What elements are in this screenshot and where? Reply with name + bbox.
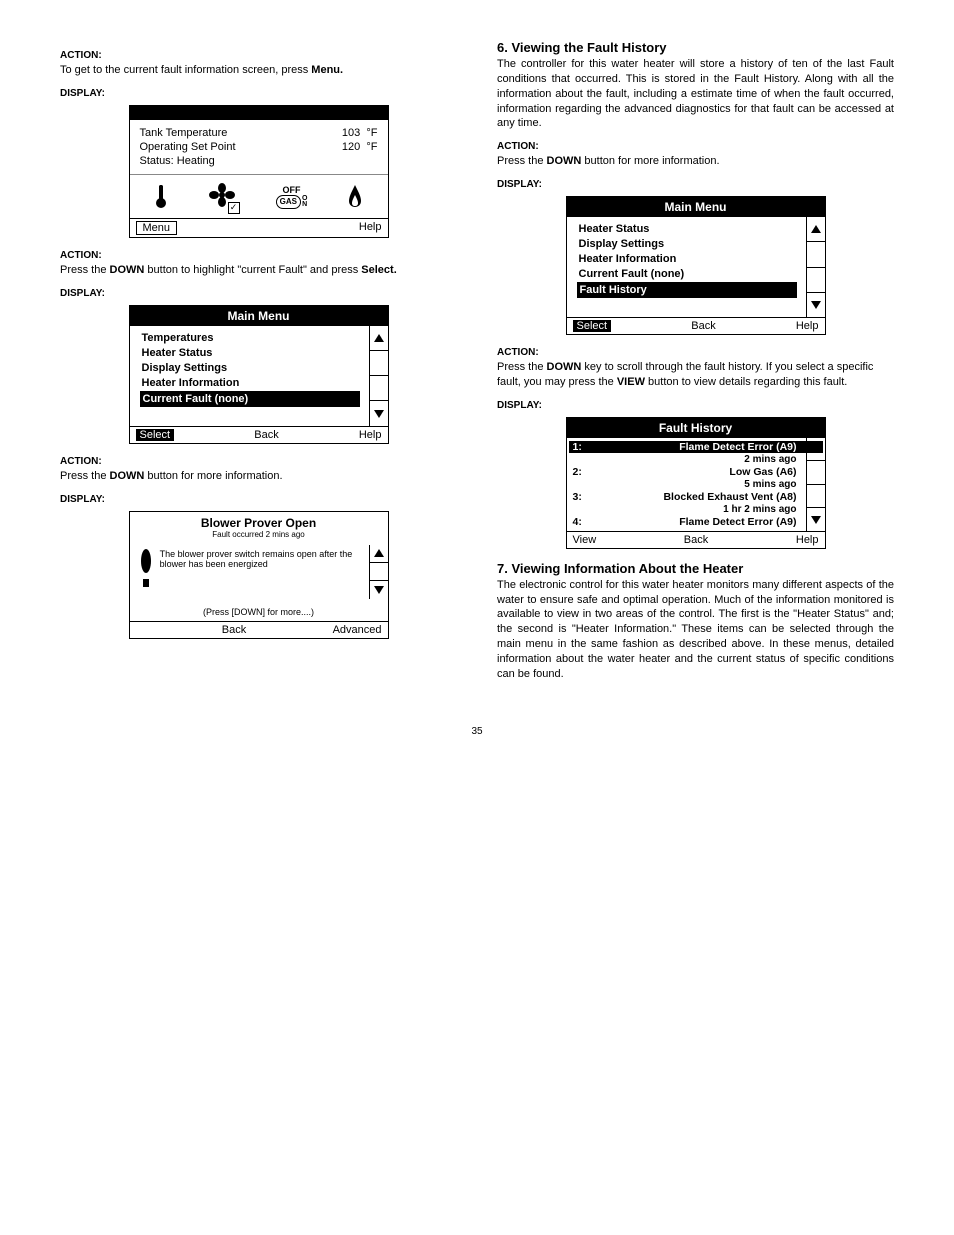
tank-temp-label: Tank Temperature xyxy=(140,127,228,139)
history-row[interactable]: 1:Flame Detect Error (A9) xyxy=(569,441,823,453)
scroll-down-icon[interactable] xyxy=(370,581,388,598)
fault-description: The blower prover switch remains open af… xyxy=(154,549,364,595)
more-hint: (Press [DOWN] for more....) xyxy=(130,599,388,621)
lcd-status-screen: Tank Temperature 103 °F Operating Set Po… xyxy=(129,105,389,238)
status-label: Status: Heating xyxy=(140,155,215,167)
menu-item[interactable]: Heater Status xyxy=(577,222,797,236)
fan-icon: ✓ xyxy=(208,183,236,212)
thermometer-icon xyxy=(154,183,168,212)
history-time: 1 hr 2 mins ago xyxy=(569,504,823,515)
help-button[interactable]: Help xyxy=(359,429,382,441)
back-button[interactable]: Back xyxy=(222,624,246,636)
menu-item[interactable]: Temperatures xyxy=(140,331,360,345)
scroll-down-icon[interactable] xyxy=(370,401,388,425)
display-label: DISPLAY: xyxy=(60,288,457,299)
history-time: 2 mins ago xyxy=(569,454,823,465)
action-text: Press the DOWN button for more informati… xyxy=(60,469,457,484)
scroll-down-icon[interactable] xyxy=(807,293,825,317)
help-button[interactable]: Help xyxy=(796,320,819,332)
help-button[interactable]: Help xyxy=(359,221,382,235)
gas-icon: OFF GAS ON xyxy=(276,185,308,209)
display-label: DISPLAY: xyxy=(60,88,457,99)
warning-icon xyxy=(138,549,154,595)
scroll-up-icon[interactable] xyxy=(370,326,388,351)
action-label: ACTION: xyxy=(60,50,457,61)
page-number: 35 xyxy=(60,726,894,737)
action-label: ACTION: xyxy=(60,250,457,261)
action-text: To get to the current fault information … xyxy=(60,63,457,78)
select-button[interactable]: Select xyxy=(573,320,612,332)
right-column: 6. Viewing the Fault History The control… xyxy=(497,40,894,686)
scroll-up-icon[interactable] xyxy=(807,217,825,242)
back-button[interactable]: Back xyxy=(691,320,715,332)
action-text: Press the DOWN key to scroll through the… xyxy=(497,360,894,390)
help-button[interactable]: Help xyxy=(796,534,819,546)
action-label: ACTION: xyxy=(60,456,457,467)
scroll-down-icon[interactable] xyxy=(807,508,825,531)
lcd-fault-history: Fault History 1:Flame Detect Error (A9)2… xyxy=(566,417,826,549)
action-label: ACTION: xyxy=(497,141,894,152)
menu-item[interactable]: Fault History xyxy=(577,282,797,298)
action-text: Press the DOWN button for more informati… xyxy=(497,154,894,169)
back-button[interactable]: Back xyxy=(684,534,708,546)
view-button[interactable]: View xyxy=(573,534,597,546)
select-button[interactable]: Select xyxy=(136,429,175,441)
section-para: The controller for this water heater wil… xyxy=(497,57,894,131)
history-row[interactable]: 2:Low Gas (A6) xyxy=(569,466,823,478)
section-heading: 6. Viewing the Fault History xyxy=(497,40,894,55)
menu-item[interactable]: Current Fault (none) xyxy=(140,391,360,407)
setpoint-label: Operating Set Point xyxy=(140,141,236,153)
menu-item[interactable]: Display Settings xyxy=(140,361,360,375)
menu-item[interactable]: Current Fault (none) xyxy=(577,267,797,281)
history-time: 5 mins ago xyxy=(569,479,823,490)
action-text: Press the DOWN button to highlight "curr… xyxy=(60,263,457,278)
lcd-fault-detail: Blower Prover Open Fault occurred 2 mins… xyxy=(129,511,389,639)
menu-item[interactable]: Heater Status xyxy=(140,346,360,360)
history-row[interactable]: 4:Flame Detect Error (A9) xyxy=(569,516,823,528)
back-button[interactable]: Back xyxy=(254,429,278,441)
action-label: ACTION: xyxy=(497,347,894,358)
history-row[interactable]: 3:Blocked Exhaust Vent (A8) xyxy=(569,491,823,503)
scroll-up-icon[interactable] xyxy=(370,545,388,563)
menu-item[interactable]: Display Settings xyxy=(577,237,797,251)
scroll-up-icon[interactable] xyxy=(807,438,825,462)
display-label: DISPLAY: xyxy=(60,494,457,505)
advanced-button[interactable]: Advanced xyxy=(333,624,382,636)
menu-item[interactable]: Heater Information xyxy=(577,252,797,266)
display-label: DISPLAY: xyxy=(497,179,894,190)
section-para: The electronic control for this water he… xyxy=(497,578,894,682)
menu-button[interactable]: Menu xyxy=(136,221,178,235)
lcd-main-menu: Main Menu Heater StatusDisplay SettingsH… xyxy=(566,196,826,335)
section-heading: 7. Viewing Information About the Heater xyxy=(497,561,894,576)
display-label: DISPLAY: xyxy=(497,400,894,411)
menu-item[interactable]: Heater Information xyxy=(140,376,360,390)
flame-icon xyxy=(347,183,363,212)
lcd-main-menu: Main Menu TemperaturesHeater StatusDispl… xyxy=(129,305,389,444)
left-column: ACTION: To get to the current fault info… xyxy=(60,40,457,686)
